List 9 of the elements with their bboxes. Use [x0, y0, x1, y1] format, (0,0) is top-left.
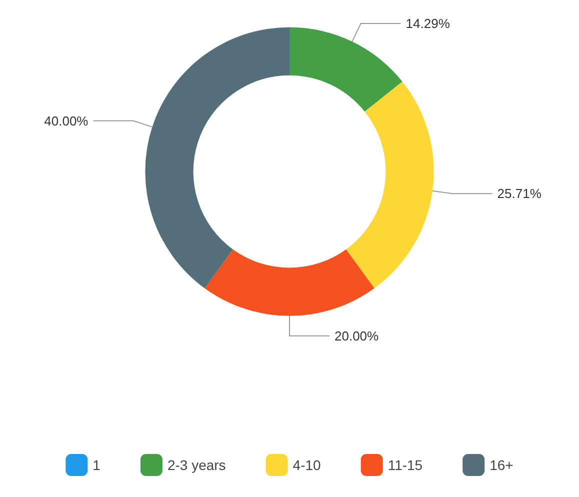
data-label: 25.71%	[497, 186, 542, 202]
legend-label: 2-3 years	[167, 457, 226, 473]
legend-label: 4-10	[292, 457, 322, 473]
data-label: 40.00%	[44, 113, 89, 128]
data-label: 14.29%	[406, 16, 450, 32]
legend-label: 11-15	[388, 457, 423, 473]
data-label: 20.00%	[334, 328, 380, 344]
legend-label: 16+	[490, 457, 514, 473]
legend-label: 1	[92, 457, 101, 473]
